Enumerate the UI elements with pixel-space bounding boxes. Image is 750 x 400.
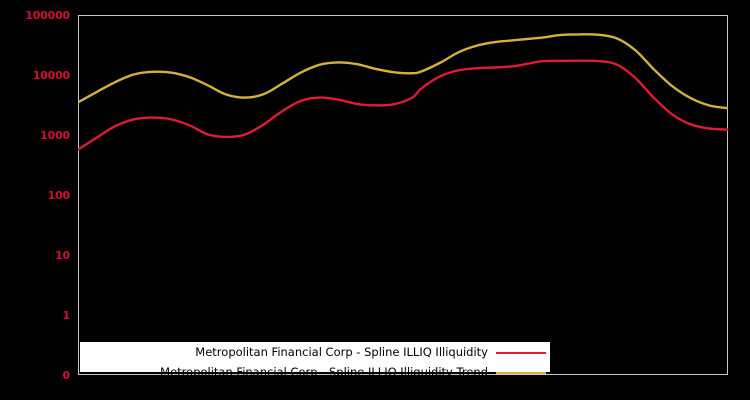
y-axis-tick-label: 100 (47, 189, 71, 202)
plot-frame (78, 15, 728, 375)
legend-swatch-trend (496, 371, 546, 374)
y-axis-tick-label: 1000 (40, 129, 70, 142)
y-axis-tick-label: 10000 (32, 69, 70, 82)
plot-area (78, 33, 728, 151)
y-axis-tick-label: 1 (62, 309, 71, 322)
series-line-illiquidity (78, 59, 728, 151)
series-line-trend (78, 33, 728, 110)
y-axis-tick-label: 10 (55, 249, 70, 262)
legend: Metropolitan Financial Corp - Spline ILL… (80, 342, 550, 379)
y-axis-tick-label: 100000 (25, 9, 70, 22)
y-axis-tick-label: 0 (62, 369, 71, 382)
legend-entry-illiquidity: Metropolitan Financial Corp - Spline ILL… (80, 345, 550, 360)
legend-entry-trend: Metropolitan Financial Corp - Spline ILL… (80, 365, 550, 380)
legend-label: Metropolitan Financial Corp - Spline ILL… (160, 365, 488, 379)
legend-label: Metropolitan Financial Corp - Spline ILL… (195, 345, 488, 359)
legend-swatch-illiquidity (496, 351, 546, 354)
